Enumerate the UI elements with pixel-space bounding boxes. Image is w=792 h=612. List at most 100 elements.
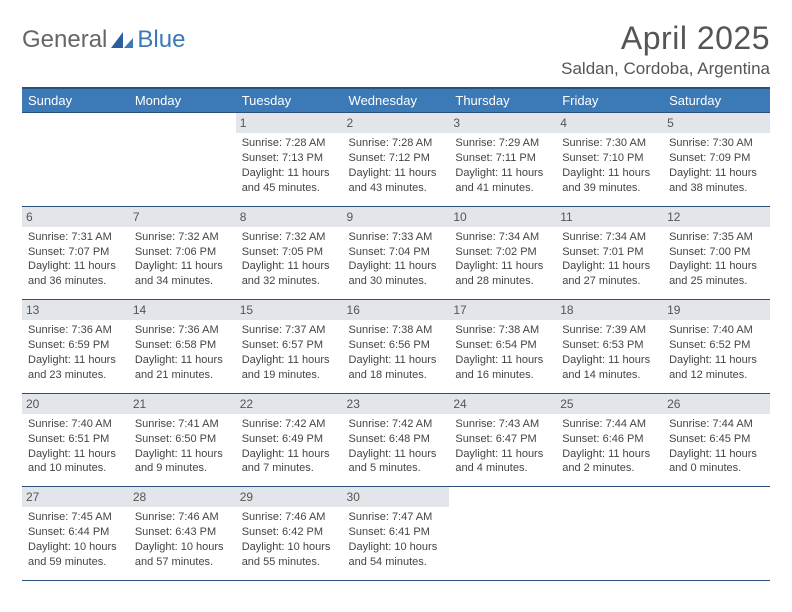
daylight-text: Daylight: 11 hours and 9 minutes. bbox=[135, 447, 230, 477]
calendar-cell: . bbox=[663, 487, 770, 581]
weekday-header: Saturday bbox=[663, 88, 770, 113]
calendar-cell: 28Sunrise: 7:46 AMSunset: 6:43 PMDayligh… bbox=[129, 487, 236, 581]
sunrise-text: Sunrise: 7:30 AM bbox=[669, 136, 764, 151]
sunset-text: Sunset: 6:57 PM bbox=[242, 338, 337, 353]
sunrise-text: Sunrise: 7:46 AM bbox=[242, 510, 337, 525]
daylight-text: Daylight: 11 hours and 34 minutes. bbox=[135, 259, 230, 289]
sunrise-text: Sunrise: 7:47 AM bbox=[349, 510, 444, 525]
day-number: 22 bbox=[236, 394, 343, 414]
sunset-text: Sunset: 7:07 PM bbox=[28, 245, 123, 260]
day-number: 27 bbox=[22, 487, 129, 507]
calendar-week: 6Sunrise: 7:31 AMSunset: 7:07 PMDaylight… bbox=[22, 206, 770, 300]
day-number: 30 bbox=[343, 487, 450, 507]
sunset-text: Sunset: 6:49 PM bbox=[242, 432, 337, 447]
calendar-cell: 24Sunrise: 7:43 AMSunset: 6:47 PMDayligh… bbox=[449, 393, 556, 487]
logo-text-blue: Blue bbox=[137, 26, 185, 54]
sunrise-text: Sunrise: 7:42 AM bbox=[349, 417, 444, 432]
weekday-header: Monday bbox=[129, 88, 236, 113]
calendar-cell: 23Sunrise: 7:42 AMSunset: 6:48 PMDayligh… bbox=[343, 393, 450, 487]
calendar-cell: 1Sunrise: 7:28 AMSunset: 7:13 PMDaylight… bbox=[236, 113, 343, 207]
sunset-text: Sunset: 6:45 PM bbox=[669, 432, 764, 447]
sunrise-text: Sunrise: 7:33 AM bbox=[349, 230, 444, 245]
day-number: 13 bbox=[22, 300, 129, 320]
calendar-cell: 18Sunrise: 7:39 AMSunset: 6:53 PMDayligh… bbox=[556, 300, 663, 394]
daylight-text: Daylight: 11 hours and 5 minutes. bbox=[349, 447, 444, 477]
day-number: 5 bbox=[663, 113, 770, 133]
calendar-table: SundayMondayTuesdayWednesdayThursdayFrid… bbox=[22, 87, 770, 581]
day-number: 18 bbox=[556, 300, 663, 320]
sunrise-text: Sunrise: 7:45 AM bbox=[28, 510, 123, 525]
daylight-text: Daylight: 11 hours and 21 minutes. bbox=[135, 353, 230, 383]
sunset-text: Sunset: 7:00 PM bbox=[669, 245, 764, 260]
calendar-cell: 12Sunrise: 7:35 AMSunset: 7:00 PMDayligh… bbox=[663, 206, 770, 300]
calendar-week: 27Sunrise: 7:45 AMSunset: 6:44 PMDayligh… bbox=[22, 487, 770, 581]
sunset-text: Sunset: 7:06 PM bbox=[135, 245, 230, 260]
calendar-cell: . bbox=[449, 487, 556, 581]
sunrise-text: Sunrise: 7:40 AM bbox=[28, 417, 123, 432]
sunrise-text: Sunrise: 7:44 AM bbox=[669, 417, 764, 432]
calendar-cell: 25Sunrise: 7:44 AMSunset: 6:46 PMDayligh… bbox=[556, 393, 663, 487]
logo-text-general: General bbox=[22, 26, 107, 54]
sunset-text: Sunset: 6:41 PM bbox=[349, 525, 444, 540]
calendar-cell: 15Sunrise: 7:37 AMSunset: 6:57 PMDayligh… bbox=[236, 300, 343, 394]
daylight-text: Daylight: 11 hours and 4 minutes. bbox=[455, 447, 550, 477]
daylight-text: Daylight: 11 hours and 16 minutes. bbox=[455, 353, 550, 383]
logo: General Blue bbox=[22, 20, 185, 54]
sunset-text: Sunset: 6:59 PM bbox=[28, 338, 123, 353]
daylight-text: Daylight: 11 hours and 43 minutes. bbox=[349, 166, 444, 196]
header: General Blue April 2025 Saldan, Cordoba,… bbox=[22, 20, 770, 79]
sunset-text: Sunset: 7:09 PM bbox=[669, 151, 764, 166]
sunset-text: Sunset: 7:10 PM bbox=[562, 151, 657, 166]
daylight-text: Daylight: 11 hours and 25 minutes. bbox=[669, 259, 764, 289]
daylight-text: Daylight: 11 hours and 30 minutes. bbox=[349, 259, 444, 289]
day-number: 2 bbox=[343, 113, 450, 133]
calendar-cell: . bbox=[22, 113, 129, 207]
day-number: 19 bbox=[663, 300, 770, 320]
sunrise-text: Sunrise: 7:38 AM bbox=[349, 323, 444, 338]
calendar-cell: 13Sunrise: 7:36 AMSunset: 6:59 PMDayligh… bbox=[22, 300, 129, 394]
sunrise-text: Sunrise: 7:34 AM bbox=[455, 230, 550, 245]
sunset-text: Sunset: 6:51 PM bbox=[28, 432, 123, 447]
calendar-header: SundayMondayTuesdayWednesdayThursdayFrid… bbox=[22, 88, 770, 113]
day-number: 15 bbox=[236, 300, 343, 320]
sunset-text: Sunset: 7:04 PM bbox=[349, 245, 444, 260]
sunrise-text: Sunrise: 7:44 AM bbox=[562, 417, 657, 432]
sunset-text: Sunset: 6:56 PM bbox=[349, 338, 444, 353]
calendar-cell: 30Sunrise: 7:47 AMSunset: 6:41 PMDayligh… bbox=[343, 487, 450, 581]
calendar-cell: 20 Sunrise: 7:40 AMSunset: 6:51 PMDayligh… bbox=[22, 393, 129, 487]
day-number: 11 bbox=[556, 207, 663, 227]
daylight-text: Daylight: 11 hours and 45 minutes. bbox=[242, 166, 337, 196]
sunrise-text: Sunrise: 7:40 AM bbox=[669, 323, 764, 338]
day-number: 10 bbox=[449, 207, 556, 227]
daylight-text: Daylight: 11 hours and 14 minutes. bbox=[562, 353, 657, 383]
daylight-text: Daylight: 11 hours and 23 minutes. bbox=[28, 353, 123, 383]
calendar-cell: . bbox=[556, 487, 663, 581]
calendar-cell: 3Sunrise: 7:29 AMSunset: 7:11 PMDaylight… bbox=[449, 113, 556, 207]
sunrise-text: Sunrise: 7:39 AM bbox=[562, 323, 657, 338]
day-number: 1 bbox=[236, 113, 343, 133]
sunset-text: Sunset: 7:11 PM bbox=[455, 151, 550, 166]
daylight-text: Daylight: 11 hours and 10 minutes. bbox=[28, 447, 123, 477]
sunset-text: Sunset: 7:05 PM bbox=[242, 245, 337, 260]
day-number: 20 bbox=[22, 394, 129, 414]
weekday-header: Friday bbox=[556, 88, 663, 113]
sunset-text: Sunset: 7:02 PM bbox=[455, 245, 550, 260]
calendar-cell: 22Sunrise: 7:42 AMSunset: 6:49 PMDayligh… bbox=[236, 393, 343, 487]
sunset-text: Sunset: 6:58 PM bbox=[135, 338, 230, 353]
weekday-header: Sunday bbox=[22, 88, 129, 113]
location: Saldan, Cordoba, Argentina bbox=[561, 59, 770, 79]
calendar-week: 20Sunrise: 7:40 AMSunset: 6:51 PMDayligh… bbox=[22, 393, 770, 487]
month-title: April 2025 bbox=[561, 20, 770, 57]
day-number: 14 bbox=[129, 300, 236, 320]
calendar-cell: 11Sunrise: 7:34 AMSunset: 7:01 PMDayligh… bbox=[556, 206, 663, 300]
day-number: 23 bbox=[343, 394, 450, 414]
day-number: 26 bbox=[663, 394, 770, 414]
sunrise-text: Sunrise: 7:34 AM bbox=[562, 230, 657, 245]
day-number: 21 bbox=[129, 394, 236, 414]
calendar-cell: 9Sunrise: 7:33 AMSunset: 7:04 PMDaylight… bbox=[343, 206, 450, 300]
sunset-text: Sunset: 6:42 PM bbox=[242, 525, 337, 540]
weekday-header: Wednesday bbox=[343, 88, 450, 113]
daylight-text: Daylight: 11 hours and 2 minutes. bbox=[562, 447, 657, 477]
day-number: 24 bbox=[449, 394, 556, 414]
daylight-text: Daylight: 11 hours and 27 minutes. bbox=[562, 259, 657, 289]
